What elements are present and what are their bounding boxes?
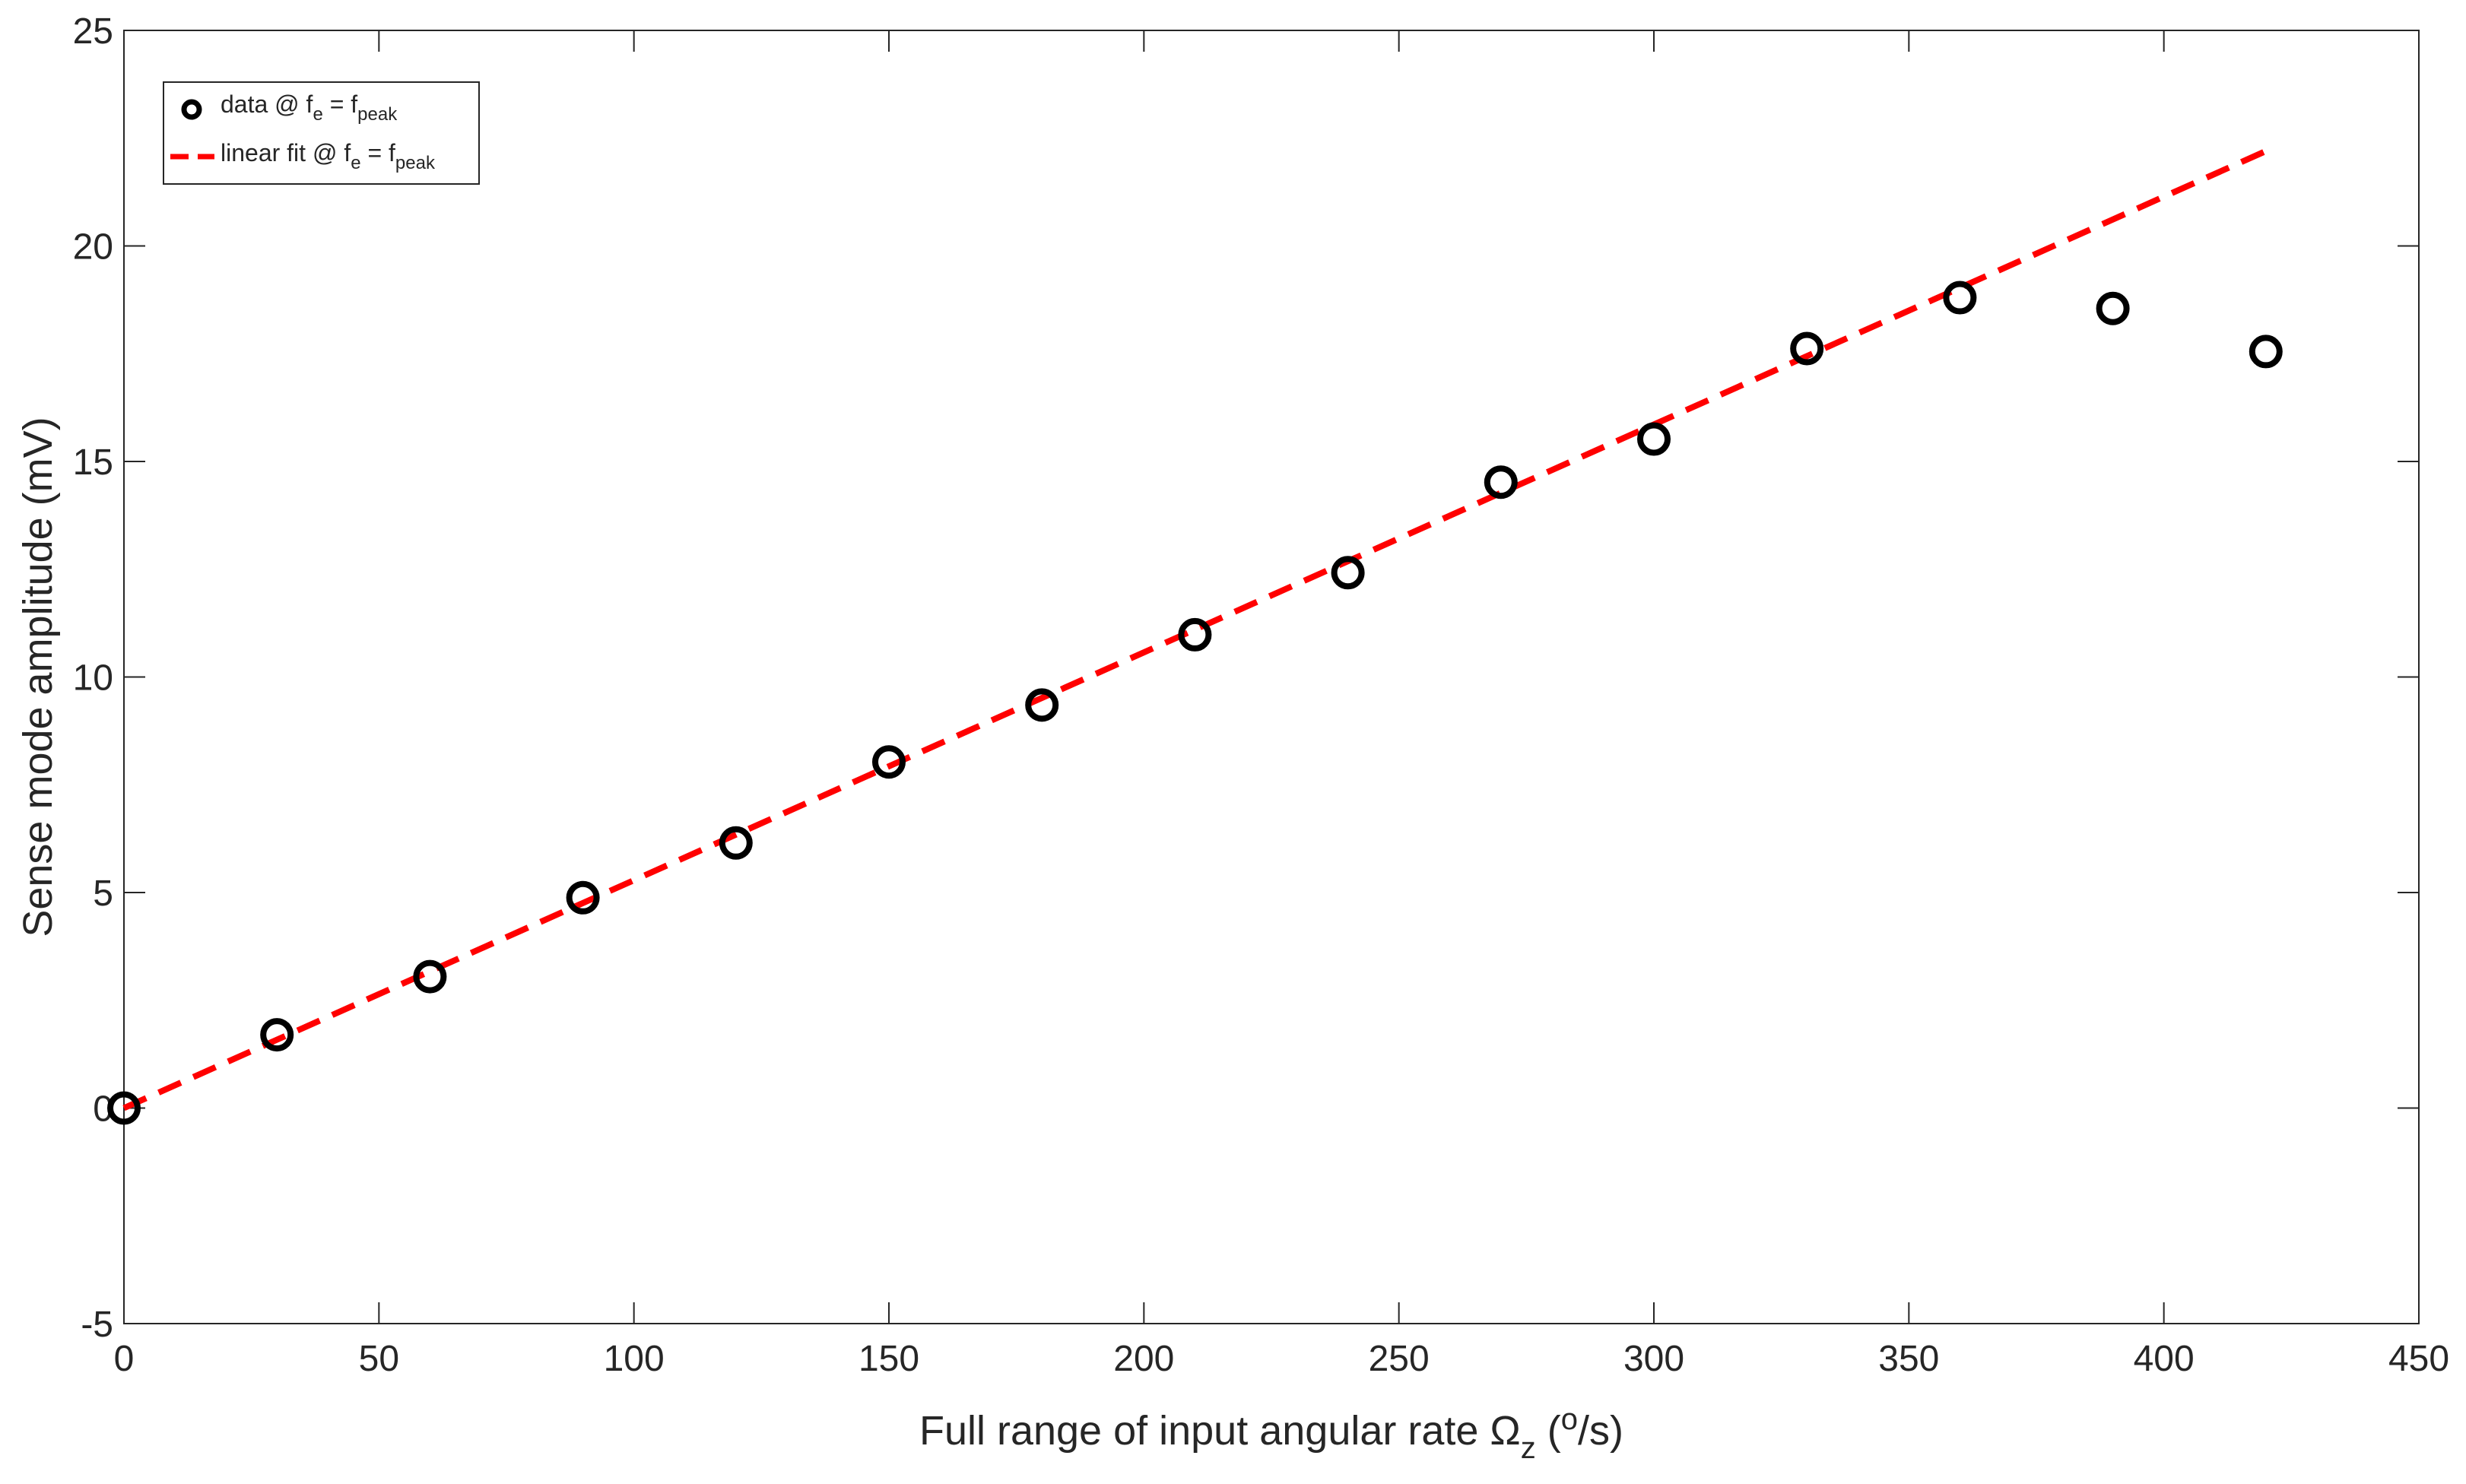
legend-entry-fit-sub2: peak xyxy=(395,153,436,173)
x-axis-label-main: Full range of input angular rate Ω xyxy=(919,1408,1521,1454)
legend-entry-data-sub2: peak xyxy=(357,104,398,125)
data-point xyxy=(1943,281,1977,315)
x-tick-labels: 0 50 100 150 200 250 300 350 400 450 xyxy=(114,1339,2449,1379)
linear-fit-line xyxy=(122,148,2268,1111)
x-axis-label-open: ( xyxy=(1536,1408,1561,1454)
x-tick-label: 200 xyxy=(1113,1339,1174,1379)
legend-box xyxy=(163,81,480,185)
x-axis-label-close: /s) xyxy=(1578,1408,1623,1454)
data-point xyxy=(1484,465,1518,499)
y-tick-label: 10 xyxy=(73,658,113,699)
data-point xyxy=(1178,617,1212,652)
legend-entry-fit-pre: linear fit @ f xyxy=(221,139,351,166)
legend-entry-data: data @ fe = fpeak xyxy=(221,90,398,125)
legend-entry-data-sub1: e xyxy=(313,104,322,125)
data-point xyxy=(719,826,753,860)
x-axis-label-superscript: o xyxy=(1561,1403,1578,1436)
data-point xyxy=(1790,331,1824,366)
data-point xyxy=(566,880,600,915)
data-point xyxy=(2096,291,2130,325)
axis-ticks xyxy=(123,30,2420,1324)
data-point xyxy=(260,1018,294,1052)
legend-marker-data xyxy=(181,99,202,120)
x-tick-label: 250 xyxy=(1369,1339,1430,1379)
x-tick-label: 100 xyxy=(604,1339,665,1379)
y-tick-label: 15 xyxy=(73,442,113,483)
legend-entry-data-pre: data @ f xyxy=(221,90,313,118)
x-tick-label: 0 xyxy=(114,1339,135,1379)
x-tick-label: 400 xyxy=(2134,1339,2195,1379)
x-tick-label: 50 xyxy=(359,1339,399,1379)
series-layer xyxy=(107,148,2283,1125)
y-tick-label: -5 xyxy=(81,1305,113,1345)
y-tick-label: 25 xyxy=(73,11,113,52)
x-tick-label: 150 xyxy=(858,1339,919,1379)
data-point xyxy=(1637,422,1671,456)
legend-entry-data-mid: = f xyxy=(323,90,357,118)
x-tick-label: 350 xyxy=(1878,1339,1939,1379)
x-tick-label: 300 xyxy=(1623,1339,1684,1379)
y-tick-label: 5 xyxy=(93,874,113,914)
x-tick-label: 450 xyxy=(2388,1339,2449,1379)
plot-area xyxy=(123,30,2420,1324)
data-point xyxy=(1331,556,1365,590)
legend: data @ fe = fpeak linear fit @ fe = fpea… xyxy=(163,81,480,185)
x-axis-label: Full range of input angular rate Ωz (o/s… xyxy=(919,1403,1623,1465)
legend-entry-fit-mid: = f xyxy=(361,139,395,166)
data-point xyxy=(872,745,906,779)
y-tick-label: 20 xyxy=(73,227,113,268)
x-axis-label-subscript: z xyxy=(1521,1432,1536,1465)
legend-entry-linear-fit: linear fit @ fe = fpeak xyxy=(221,139,436,173)
legend-entry-fit-sub1: e xyxy=(351,153,360,173)
data-point xyxy=(1025,688,1059,722)
y-axis-label: Sense mode amplitude (mV) xyxy=(15,417,61,937)
data-point xyxy=(413,959,447,994)
data-point xyxy=(2249,335,2283,369)
data-point xyxy=(107,1091,141,1125)
